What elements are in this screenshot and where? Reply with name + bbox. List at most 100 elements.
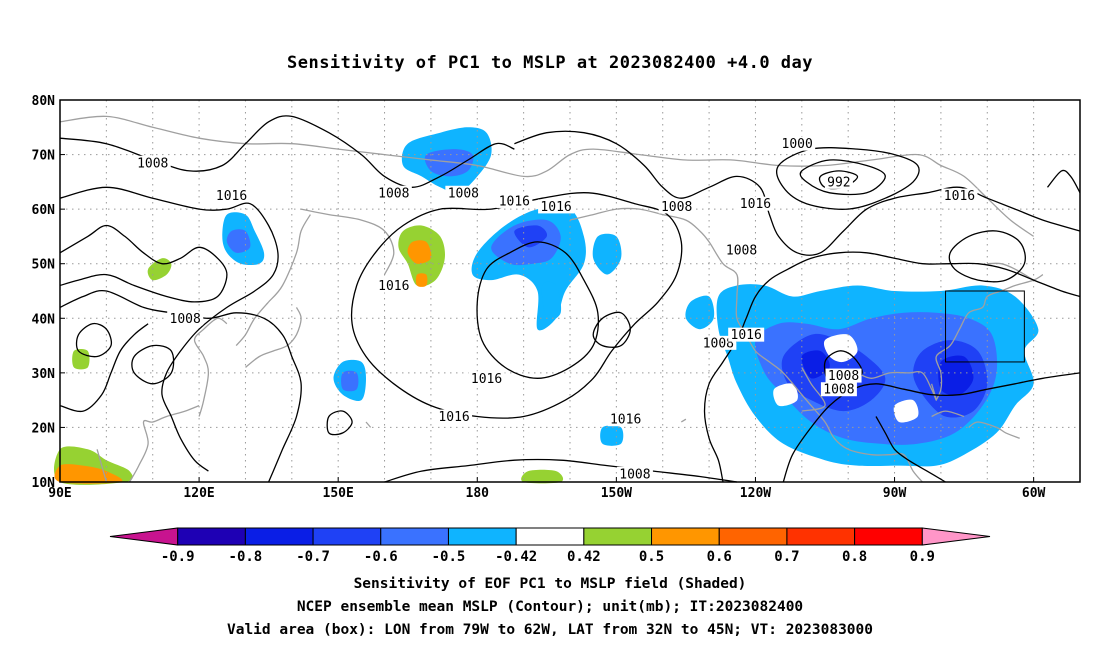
mslp-isobar	[703, 251, 1081, 483]
contour-label: 1008	[828, 369, 859, 384]
caption-line-3: Valid area (box): LON from 79W to 62W, L…	[227, 622, 873, 638]
contour-label-bg	[375, 278, 412, 293]
contour-label: 1008	[448, 186, 479, 201]
contour-label: 1008	[823, 383, 854, 398]
lat-label: 60N	[32, 203, 56, 218]
contour-label-bg	[825, 368, 862, 383]
colorbar-segment	[651, 527, 720, 546]
contour-label: 1016	[378, 279, 409, 294]
contour-label-bg	[728, 327, 765, 342]
contour-label: 1016	[471, 372, 502, 387]
shading-region	[341, 370, 359, 392]
contour-label-bg	[436, 409, 473, 424]
lat-label: 30N	[32, 367, 56, 382]
contour-label: 1016	[438, 410, 469, 425]
shading-region	[407, 240, 432, 264]
contour-label-bg	[941, 188, 978, 203]
colorbar-segment	[854, 527, 923, 546]
coastline	[96, 449, 108, 483]
lat-label: 70N	[32, 149, 56, 164]
lat-label: 10N	[32, 476, 56, 491]
colorbar-tick: -0.9	[161, 549, 195, 565]
mslp-isobar	[131, 344, 175, 385]
lat-label: 40N	[32, 312, 56, 327]
mslp-isobar	[75, 322, 113, 358]
longitude-labels: 90E 120E 150E 180 150W 120W 90W 60W	[48, 477, 1046, 501]
contour-label-bg	[723, 243, 760, 258]
shading-region	[801, 350, 830, 379]
contour-label: 1008	[137, 156, 168, 171]
coastline	[300, 208, 395, 275]
map-frame	[59, 99, 1081, 483]
mslp-isobar	[592, 311, 631, 348]
mslp-isobar	[948, 230, 1026, 283]
coastline	[857, 371, 937, 401]
contour-label-bg	[658, 199, 695, 214]
contour-label-bg	[445, 185, 482, 200]
colorbar-tick: -0.7	[296, 549, 330, 565]
shading-region	[938, 355, 974, 396]
contour-label: 1016	[540, 200, 571, 215]
contour-label: 1008	[619, 467, 650, 482]
mslp-isobar	[59, 224, 228, 303]
lon-label: 150W	[601, 486, 632, 501]
colorbar-tick: 0.42	[567, 549, 601, 565]
contour-label: 1016	[610, 413, 641, 428]
mslp-isobar	[476, 241, 600, 379]
colorbar-tick: 0.8	[842, 549, 867, 565]
colorbar-tick: -0.5	[432, 549, 466, 565]
contour-label-bg	[607, 412, 644, 427]
shading-region	[72, 348, 90, 370]
colorbar-tick: 0.9	[910, 549, 935, 565]
map-title: Sensitivity of PC1 to MSLP at 2023082400…	[287, 53, 813, 73]
colorbar-tick: -0.42	[495, 549, 537, 565]
contour-label-bg	[538, 199, 575, 214]
mslp-isobar	[782, 372, 1081, 483]
mslp-isobar	[59, 289, 302, 483]
valid-area-box	[945, 290, 1025, 363]
shading-region	[424, 149, 474, 177]
lon-label: 90W	[883, 486, 907, 501]
colorbar-segment	[447, 527, 517, 546]
coastline	[931, 410, 965, 418]
lat-label: 80N	[32, 94, 56, 109]
mslp-isobar	[875, 416, 946, 483]
sensitivity-shading	[54, 127, 1039, 485]
colorbar-segment	[244, 527, 314, 546]
contour-label: 1000	[782, 137, 813, 152]
island	[680, 418, 687, 423]
colorbar-tick: -0.6	[364, 549, 398, 565]
colorbar-segment	[515, 527, 585, 546]
contour-label-bg	[134, 155, 171, 170]
contour-label-bg	[616, 466, 653, 481]
coastlines	[59, 115, 1044, 483]
colorbar-segment	[312, 527, 382, 546]
mslp-isobar	[384, 458, 737, 483]
coastline	[235, 301, 270, 347]
contour-label: 1016	[944, 189, 975, 204]
lon-label: 120E	[183, 486, 214, 501]
shading-region	[685, 295, 715, 330]
lon-label: 120W	[740, 486, 771, 501]
coastline	[801, 367, 826, 412]
caption-line-1: Sensitivity of EOF PC1 to MSLP field (Sh…	[354, 576, 747, 592]
mslp-isobar	[326, 410, 353, 436]
mslp-isobar	[776, 147, 920, 210]
coastline	[987, 262, 1034, 281]
colorbar-segment	[380, 527, 449, 546]
coastline	[128, 404, 200, 483]
shading-region	[521, 469, 564, 484]
colorbar-segment	[786, 527, 856, 546]
mslp-isobar	[59, 186, 279, 472]
lon-label: 180	[466, 486, 490, 501]
contour-label-bg	[779, 136, 816, 151]
contour-label-bg	[375, 185, 412, 200]
contour-label: 1008	[726, 244, 757, 259]
contour-label: 992	[827, 175, 850, 190]
contour-label: 1008	[661, 200, 692, 215]
coastline	[268, 214, 311, 303]
colorbar-tick: 0.6	[707, 549, 732, 565]
contour-label-bg	[468, 371, 505, 386]
